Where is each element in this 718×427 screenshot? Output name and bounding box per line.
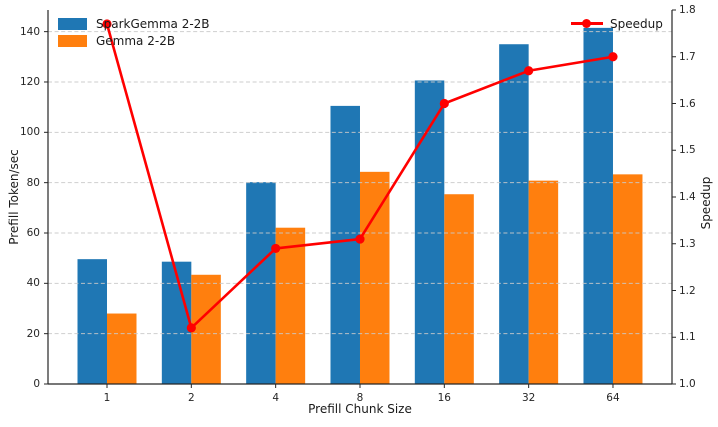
speedup-marker-x32	[524, 66, 534, 76]
bar-sparkgemma-2-2b-x32	[499, 44, 529, 385]
y-left-tick-label-40: 40	[26, 277, 40, 290]
speedup-marker-x4	[271, 243, 281, 254]
bar-sparkgemma-2-2b-x8	[330, 105, 360, 384]
legend-speedup: Speedup	[571, 15, 663, 32]
legend-label-speedup: Speedup	[610, 16, 663, 31]
bar-gemma-2-2b-x32	[528, 180, 559, 384]
sparkgemma-2-2b-swatch	[58, 17, 87, 30]
y-left-tick-label-100: 100	[19, 126, 40, 139]
speedup-marker-x16	[439, 98, 449, 109]
y-left-tick-label-0: 0	[33, 378, 40, 390]
legend-label-gemma-2-2b: Gemma 2-2B	[96, 33, 176, 48]
bar-gemma-2-2b-x8	[359, 171, 390, 384]
x-tick-label-32: 32	[521, 392, 536, 404]
x-tick-label-64: 64	[606, 392, 620, 404]
speedup-legend-line	[571, 19, 603, 28]
legend-label-sparkgemma-2-2b: SparkGemma 2-2B	[96, 16, 210, 31]
legend-item-sparkgemma-2-2b: SparkGemma 2-2B	[58, 15, 210, 32]
legend-bars: SparkGemma 2-2B Gemma 2-2B	[58, 15, 210, 49]
y-right-tick-label-1.4: 1.4	[679, 191, 696, 203]
speedup-marker-x64	[608, 52, 618, 62]
y-right-tick-label-1.3: 1.3	[679, 237, 696, 250]
y-left-tick-label-60: 60	[26, 226, 40, 239]
x-tick-label-16: 16	[437, 392, 451, 404]
speedup-marker-x8	[355, 234, 365, 244]
legend-item-gemma-2-2b: Gemma 2-2B	[58, 32, 210, 49]
bar-sparkgemma-2-2b-x2	[161, 261, 192, 384]
bar-sparkgemma-2-2b-x64	[583, 27, 613, 385]
y-right-tick-label-1.7: 1.7	[679, 50, 696, 63]
x-axis-label: Prefill Chunk Size	[308, 402, 412, 416]
x-tick-label-8: 8	[356, 392, 364, 404]
y-left-tick-label-20: 20	[26, 327, 40, 340]
speedup-marker-x1	[102, 19, 112, 29]
bar-gemma-2-2b-x16	[444, 194, 474, 384]
speedup-marker-x2	[186, 323, 196, 333]
gemma-2-2b-swatch	[58, 34, 87, 47]
y-right-tick-label-1.2: 1.2	[679, 284, 696, 297]
x-tick-label-2: 2	[187, 392, 195, 404]
y-right-tick-label-1.0: 1.0	[679, 378, 696, 390]
y-left-tick-label-120: 120	[19, 75, 40, 88]
y-right-tick-label-1.1: 1.1	[679, 331, 696, 344]
bar-sparkgemma-2-2b-x1	[77, 259, 107, 384]
y-right-tick-label-1.5: 1.5	[679, 144, 696, 157]
y-left-tick-label-80: 80	[26, 176, 40, 189]
bar-gemma-2-2b-x64	[612, 174, 643, 384]
speedup-legend-marker-icon	[582, 19, 591, 28]
x-tick-label-4: 4	[272, 392, 279, 404]
y-right-tick-label-1.6: 1.6	[679, 97, 696, 110]
y-left-tick-label-140: 140	[19, 25, 40, 38]
bar-gemma-2-2b-x4	[275, 227, 306, 384]
bar-gemma-2-2b-x1	[107, 313, 137, 384]
bar-gemma-2-2b-x2	[191, 274, 221, 384]
x-tick-label-1: 1	[103, 392, 111, 404]
y-right-tick-label-1.8: 1.8	[679, 4, 696, 16]
